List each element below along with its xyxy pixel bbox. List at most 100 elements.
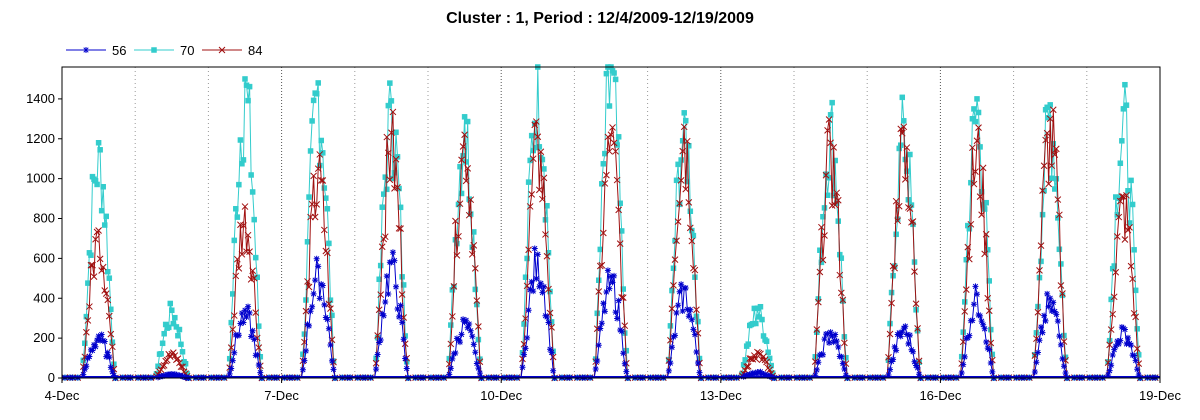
data-point xyxy=(977,144,983,150)
data-point xyxy=(103,353,110,360)
data-point xyxy=(521,321,527,327)
data-point xyxy=(230,291,236,297)
data-point xyxy=(228,365,235,372)
data-point xyxy=(962,299,968,305)
data-point xyxy=(101,338,108,345)
data-point xyxy=(243,248,250,256)
data-point xyxy=(540,283,547,290)
data-point xyxy=(531,121,539,129)
data-point xyxy=(832,157,838,164)
data-point xyxy=(673,309,680,316)
data-point xyxy=(1128,177,1134,184)
data-point xyxy=(466,321,473,328)
data-point xyxy=(985,307,993,315)
data-point xyxy=(966,332,973,339)
data-point xyxy=(402,355,409,362)
data-point xyxy=(309,303,316,310)
data-point xyxy=(907,151,913,158)
data-point xyxy=(174,355,182,362)
data-point xyxy=(465,211,473,219)
data-point xyxy=(977,312,984,319)
data-point xyxy=(388,129,395,137)
data-point xyxy=(682,284,689,291)
data-point xyxy=(600,161,607,167)
data-point xyxy=(1044,290,1051,297)
data-point xyxy=(987,339,995,347)
data-point xyxy=(452,217,459,225)
data-point xyxy=(109,343,116,351)
data-point xyxy=(961,353,968,360)
data-point xyxy=(1047,102,1053,108)
data-point xyxy=(753,320,759,327)
data-point xyxy=(827,329,834,336)
data-point xyxy=(981,325,988,332)
data-point xyxy=(377,262,384,269)
data-point xyxy=(82,340,88,347)
data-point xyxy=(595,342,602,349)
data-point xyxy=(988,326,994,333)
data-point xyxy=(92,235,99,243)
data-point xyxy=(695,318,701,325)
data-point xyxy=(389,108,397,116)
data-point xyxy=(1114,211,1121,218)
data-point xyxy=(328,357,335,364)
data-point xyxy=(1112,343,1119,350)
data-point xyxy=(177,372,184,379)
data-point xyxy=(550,367,557,374)
data-point xyxy=(381,233,389,241)
data-point xyxy=(679,147,687,155)
data-point xyxy=(598,261,606,269)
data-point xyxy=(609,279,616,286)
data-point xyxy=(84,317,92,324)
data-point xyxy=(83,47,89,53)
data-point xyxy=(745,341,751,347)
data-point xyxy=(83,363,90,370)
data-point xyxy=(693,349,700,356)
data-point xyxy=(107,330,115,338)
data-point xyxy=(833,338,840,345)
data-point xyxy=(528,191,536,198)
data-point xyxy=(891,264,898,272)
data-point xyxy=(98,267,106,274)
data-point xyxy=(326,240,332,247)
data-point xyxy=(373,366,380,373)
data-point xyxy=(301,357,308,364)
data-point xyxy=(462,177,470,185)
data-point xyxy=(374,332,381,339)
grid-layer xyxy=(134,67,1088,378)
data-point xyxy=(394,154,401,160)
data-point xyxy=(389,249,396,256)
data-point xyxy=(603,288,610,295)
data-point xyxy=(1048,175,1055,182)
data-point xyxy=(742,372,749,379)
data-point xyxy=(229,357,236,364)
data-point xyxy=(962,286,970,294)
data-point xyxy=(242,76,248,82)
data-point xyxy=(818,351,825,358)
data-point xyxy=(1132,313,1139,321)
data-point xyxy=(245,303,252,310)
y-tick-label: 1200 xyxy=(26,131,55,146)
data-point xyxy=(603,171,610,179)
data-point xyxy=(1054,318,1061,325)
data-point xyxy=(458,331,465,338)
data-point xyxy=(1059,355,1066,362)
data-point xyxy=(377,336,384,343)
data-point xyxy=(888,299,895,307)
data-point xyxy=(1115,340,1122,347)
data-point xyxy=(380,312,387,319)
data-point xyxy=(547,346,554,353)
data-point xyxy=(916,371,923,378)
data-point xyxy=(1060,363,1067,370)
legend: 56 70 84 xyxy=(66,43,262,58)
data-point xyxy=(548,324,555,331)
data-point xyxy=(327,305,334,312)
data-point xyxy=(394,306,401,313)
data-point xyxy=(403,365,410,372)
y-tick-label: 0 xyxy=(48,370,55,385)
data-point xyxy=(1059,290,1066,297)
data-point xyxy=(249,189,256,195)
data-point xyxy=(600,300,607,307)
data-point xyxy=(975,124,982,131)
data-point xyxy=(1038,324,1045,331)
